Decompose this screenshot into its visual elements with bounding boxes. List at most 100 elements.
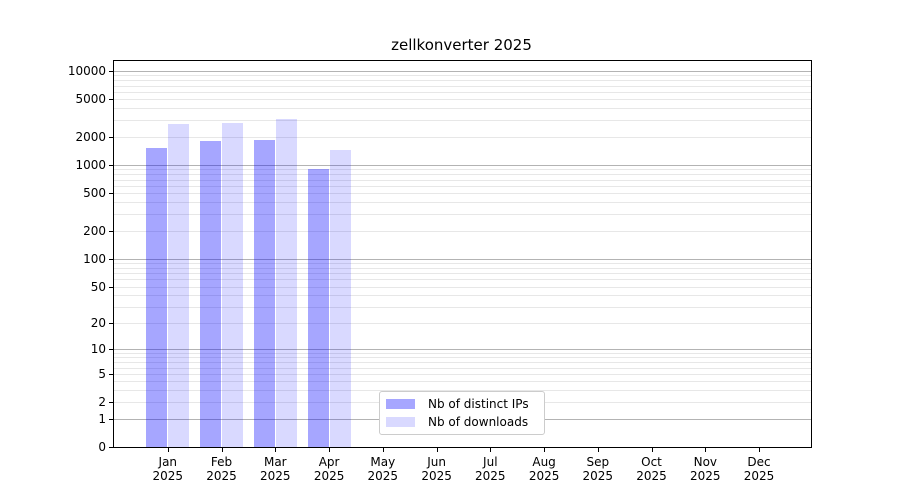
gridline-6000 [114,91,811,93]
x-tick-label-apr-2025: Apr 2025 [313,455,345,483]
x-tick-label-nov-2025: Nov 2025 [690,455,721,483]
y-tick-2 [109,402,113,404]
gridline-600 [114,185,811,187]
x-tick-label-dec-2025: Dec 2025 [743,455,775,483]
x-tick-aug-2025 [544,448,546,452]
legend-label-downloads: Nb of downloads [428,414,529,429]
gridline-9 [114,353,811,354]
bar-nb-of-downloads-feb-2025 [222,122,243,447]
legend-label-distinct-ips: Nb of distinct IPs [428,397,529,412]
gridline-4 [114,381,811,383]
gridline-5 [114,373,811,375]
y-tick-label-2000: 2000 [75,129,106,144]
y-tick-10 [109,349,113,351]
legend-swatch-downloads [386,416,415,427]
y-tick-200 [109,230,113,232]
x-tick-jun-2025 [436,448,438,452]
x-tick-feb-2025 [221,448,223,452]
x-tick-label-mar-2025: Mar 2025 [260,455,291,483]
y-tick-1 [109,418,113,420]
x-tick-label-feb-2025: Feb 2025 [206,455,237,483]
y-tick-label-5: 5 [98,366,106,381]
gridline-3 [114,390,811,392]
y-tick-label-100: 100 [83,251,106,266]
bar-nb-of-distinct-ips-feb-2025 [200,141,221,447]
gridline-10 [114,349,811,351]
legend: Nb of distinct IPs Nb of downloads [379,391,545,435]
gridline-90 [114,262,811,264]
legend-item-distinct-ips: Nb of distinct IPs [386,397,538,411]
gridline-900 [114,169,811,171]
y-tick-50 [109,286,113,288]
x-tick-label-jun-2025: Jun 2025 [421,455,452,483]
gridline-8000 [114,80,811,82]
y-tick-500 [109,193,113,195]
x-tick-label-oct-2025: Oct 2025 [636,455,667,483]
y-tick-label-0: 0 [98,440,106,454]
y-tick-label-500: 500 [83,186,106,201]
gridline-1000 [114,165,811,166]
gridline-70 [114,273,811,274]
x-tick-apr-2025 [329,448,331,452]
gridline-20 [114,322,811,324]
x-tick-label-aug-2025: Aug 2025 [528,455,560,483]
y-tick-100 [109,258,113,260]
gridline-50 [114,286,811,288]
legend-item-downloads: Nb of downloads [386,415,538,429]
x-tick-oct-2025 [651,448,653,452]
gridline-3000 [114,120,811,122]
gridline-100 [114,258,811,260]
y-tick-label-20: 20 [90,315,106,330]
gridline-10000 [114,71,811,72]
x-tick-sep-2025 [597,448,599,452]
y-tick-label-200: 200 [83,223,106,238]
x-tick-label-jan-2025: Jan 2025 [152,455,184,483]
y-tick-10000 [109,71,113,72]
gridline-4000 [114,108,811,110]
y-tick-1000 [109,165,113,166]
x-tick-nov-2025 [705,448,707,452]
y-tick-2000 [109,136,113,138]
gridline-200 [114,230,811,232]
gridline-40 [114,295,811,297]
gridline-300 [114,214,811,215]
y-tick-label-5000: 5000 [75,92,106,107]
bar-nb-of-downloads-apr-2025 [329,150,351,447]
x-tick-label-may-2025: May 2025 [367,455,399,483]
gridline-80 [114,267,811,269]
x-tick-label-jul-2025: Jul 2025 [475,455,506,483]
gridline-60 [114,279,811,281]
x-tick-mar-2025 [275,448,277,452]
gridline-5000 [114,99,811,101]
gridline-2000 [114,136,811,138]
gridline-7000 [114,85,811,87]
bar-nb-of-distinct-ips-mar-2025 [253,139,275,447]
gridline-8 [114,357,811,359]
gridline-7 [114,362,811,364]
bar-nb-of-distinct-ips-apr-2025 [307,168,329,447]
y-tick-20 [109,322,113,324]
plot-area: 0 1 2 5 10 20 50 100 200 500 1000 2000 5000 10000 Jan… [68,60,812,483]
gridline-700 [114,179,811,181]
x-tick-jul-2025 [490,448,492,452]
chart-title: zellkonverter 2025 [391,36,532,54]
y-tick-label-10: 10 [90,342,106,357]
y-tick-label-1: 1 [98,411,106,426]
y-tick-label-1000: 1000 [75,158,106,172]
gridline-500 [114,193,811,195]
gridline-6 [114,367,811,369]
gridline-800 [114,174,811,176]
bar-nb-of-downloads-jan-2025 [168,124,190,447]
y-tick-5000 [109,99,113,101]
x-tick-dec-2025 [759,448,760,452]
gridline-9000 [114,75,811,77]
gridline-400 [114,202,811,204]
gridline-30 [114,306,811,308]
y-tick-label-10000: 10000 [67,64,106,78]
x-tick-jan-2025 [167,448,169,452]
bar-nb-of-distinct-ips-jan-2025 [146,147,168,447]
x-tick-label-sep-2025: Sep 2025 [582,455,614,483]
y-tick-label-50: 50 [90,279,106,294]
y-tick-label-2: 2 [98,395,106,410]
